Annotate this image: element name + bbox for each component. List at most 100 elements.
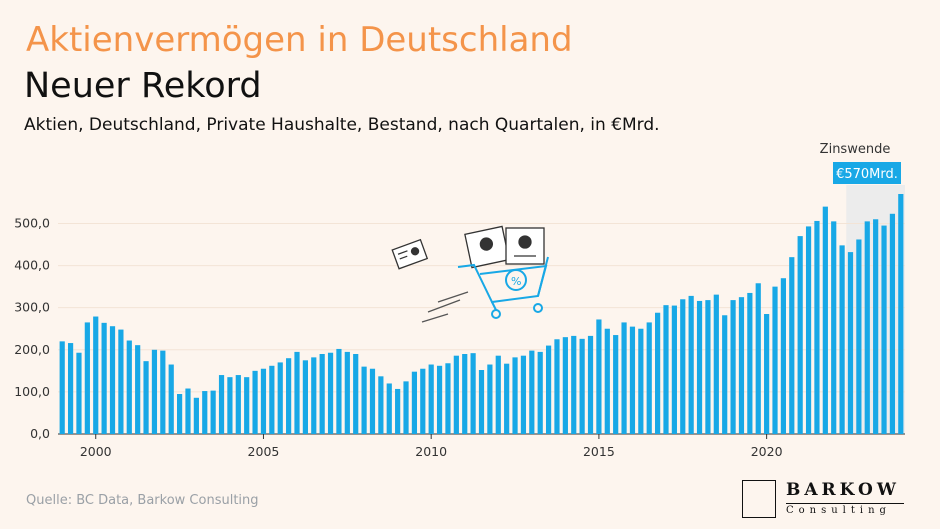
bar <box>629 326 636 434</box>
bar <box>873 219 879 434</box>
bar <box>252 370 258 434</box>
bar <box>881 225 887 434</box>
bar <box>470 353 476 434</box>
bar <box>319 354 325 434</box>
bar <box>109 326 116 434</box>
bar <box>84 322 90 434</box>
bar <box>831 221 837 434</box>
bar <box>403 381 409 434</box>
bar <box>260 368 267 434</box>
y-tick-label: 400,0 <box>14 258 50 273</box>
y-tick-label: 500,0 <box>14 215 50 230</box>
bar <box>420 368 426 434</box>
bar <box>386 383 392 434</box>
x-tick-label: 2010 <box>415 444 447 459</box>
bar <box>143 361 149 434</box>
bar <box>554 339 560 434</box>
bar <box>579 338 585 434</box>
bar <box>529 350 535 434</box>
bar <box>839 245 845 434</box>
speed-lines-icon <box>421 291 469 323</box>
bar <box>378 376 384 434</box>
x-tick-label: 2000 <box>80 444 112 459</box>
bar <box>789 257 795 434</box>
bar <box>688 295 694 434</box>
bar <box>160 350 166 434</box>
bar <box>764 314 770 434</box>
bar <box>604 328 610 434</box>
bar <box>663 305 669 434</box>
bar <box>411 371 418 434</box>
cart-icon: % <box>457 256 549 319</box>
bar <box>780 278 787 434</box>
bar <box>311 357 317 434</box>
bar <box>856 239 862 434</box>
bar <box>680 299 686 434</box>
source-note: Quelle: BC Data, Barkow Consulting <box>26 493 259 508</box>
bar <box>269 365 275 434</box>
bar <box>738 297 745 434</box>
bar <box>596 319 602 434</box>
bar <box>889 213 896 434</box>
x-tick-label: 2005 <box>248 444 280 459</box>
bar <box>562 337 568 434</box>
bar <box>797 236 803 434</box>
bar <box>495 355 501 434</box>
bar <box>696 300 703 434</box>
logo-sub: Consulting <box>786 505 891 516</box>
bar <box>646 322 652 434</box>
bar <box>545 345 552 434</box>
bar <box>101 322 107 434</box>
logo-divider <box>786 503 904 504</box>
bar <box>336 348 342 434</box>
bar <box>755 283 761 434</box>
bar <box>277 362 283 434</box>
shopping-cart-illustration: % <box>391 225 549 323</box>
bar <box>151 349 158 434</box>
bar <box>638 328 644 434</box>
bar <box>805 226 812 434</box>
bar <box>520 355 527 434</box>
bar <box>713 294 719 434</box>
y-tick-label: 200,0 <box>14 342 50 357</box>
bar <box>294 351 300 434</box>
bar <box>361 366 367 434</box>
bar <box>185 388 191 434</box>
svg-text:%: % <box>511 275 521 288</box>
bar <box>822 206 828 434</box>
bar <box>118 329 124 434</box>
bar <box>478 370 485 434</box>
chart-subtitle: Neuer Rekord <box>24 66 262 106</box>
bar <box>67 343 74 434</box>
zinswende-label: Zinswende <box>820 142 891 157</box>
bar <box>126 340 132 434</box>
x-tick-label: 2015 <box>583 444 615 459</box>
bar <box>730 300 736 434</box>
bar <box>428 364 434 434</box>
bar <box>512 357 518 434</box>
bar <box>210 390 216 434</box>
bar <box>193 397 199 434</box>
bar <box>235 375 241 434</box>
bar <box>613 335 619 434</box>
bar <box>202 391 208 434</box>
y-tick-label: 100,0 <box>14 384 50 399</box>
bar <box>487 364 493 434</box>
bar <box>369 368 376 434</box>
bar <box>655 312 661 434</box>
bar <box>218 375 225 434</box>
bar <box>59 341 65 434</box>
bar <box>747 292 753 434</box>
bar <box>814 220 820 434</box>
bar <box>453 355 459 434</box>
logo-mark-icon <box>742 480 776 518</box>
bar <box>227 377 233 434</box>
x-tick-label: 2020 <box>751 444 783 459</box>
bar <box>286 358 292 434</box>
bar <box>898 194 904 434</box>
bar <box>772 286 778 434</box>
bar <box>671 305 677 434</box>
bar <box>705 300 711 434</box>
bar <box>436 365 443 434</box>
